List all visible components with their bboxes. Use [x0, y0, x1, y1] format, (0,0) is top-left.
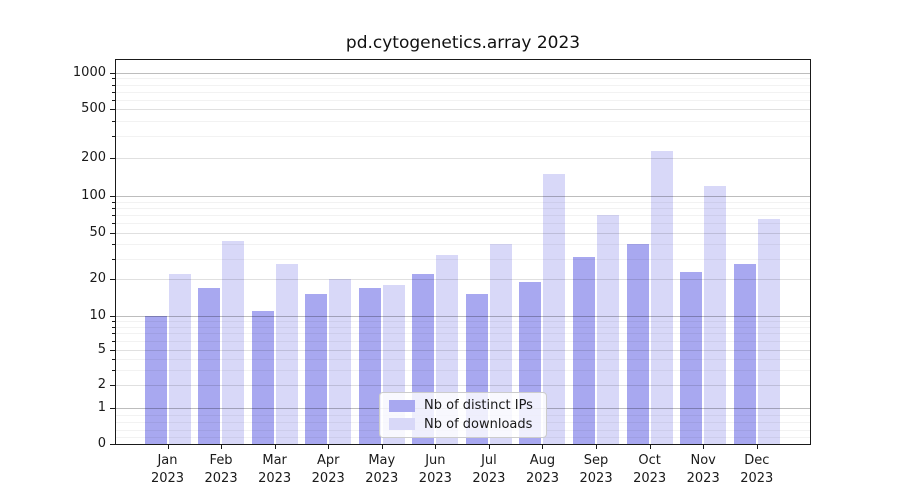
x-tick-mark	[488, 445, 490, 449]
x-tick-month: May	[368, 453, 396, 468]
y-tick-label: 50	[89, 225, 106, 240]
y-tick-label: 200	[81, 150, 106, 165]
y-tick-label: 20	[89, 271, 106, 286]
x-tick-year: 2023	[686, 471, 720, 486]
x-tick-year: 2023	[365, 471, 399, 486]
x-tick-mark	[703, 445, 705, 449]
x-tick-month: Apr	[316, 453, 340, 468]
chart-title: pd.cytogenetics.array 2023	[345, 33, 581, 53]
x-tick-label: Mar 2023	[244, 452, 306, 488]
legend-swatch-downloads	[389, 418, 415, 431]
y-tick-label: 100	[81, 188, 106, 203]
legend-entry-distinct-ips: Nb of distinct IPs	[389, 398, 537, 413]
x-tick-month: Jun	[425, 453, 446, 468]
x-tick-month: Jul	[481, 453, 497, 468]
x-tick-mark	[221, 445, 223, 449]
x-tick-label: May 2023	[351, 452, 413, 488]
x-tick-label: Sep 2023	[565, 452, 627, 488]
x-tick-mark	[542, 445, 544, 449]
x-tick-mark	[649, 445, 651, 449]
y-tick-label: 10	[89, 308, 106, 323]
plot-border	[115, 59, 811, 445]
x-tick-mark	[381, 445, 383, 449]
x-tick-month: Dec	[744, 453, 770, 468]
x-tick-label: Aug 2023	[511, 452, 573, 488]
x-tick-mark	[756, 445, 758, 449]
y-tick-label: 5	[97, 342, 106, 357]
y-tick-label: 0	[97, 436, 106, 451]
x-tick-label: Jun 2023	[404, 452, 466, 488]
y-tick-label: 500	[81, 101, 106, 116]
x-tick-year: 2023	[472, 471, 506, 486]
y-tick-label: 1	[97, 400, 106, 415]
x-tick-month: Aug	[529, 453, 556, 468]
x-tick-year: 2023	[311, 471, 345, 486]
y-tick-label: 2	[97, 377, 106, 392]
x-tick-month: Feb	[209, 453, 233, 468]
x-tick-mark	[328, 445, 330, 449]
x-tick-label: Nov 2023	[672, 452, 734, 488]
x-tick-year: 2023	[150, 471, 185, 486]
x-tick-mark	[274, 445, 276, 449]
legend-swatch-distinct-ips	[389, 399, 415, 412]
x-tick-label: Feb 2023	[190, 452, 252, 488]
x-tick-month: Oct	[638, 453, 661, 468]
x-tick-year: 2023	[418, 471, 452, 486]
y-tick-label: 1000	[72, 65, 106, 80]
x-tick-month: Mar	[262, 453, 287, 468]
x-tick-month: Jan	[157, 453, 178, 468]
x-tick-label: Jan 2023	[137, 452, 199, 488]
x-tick-year: 2023	[525, 471, 560, 486]
x-tick-label: Dec 2023	[726, 452, 788, 488]
legend-label-distinct-ips: Nb of distinct IPs	[424, 398, 533, 414]
legend-label-downloads: Nb of downloads	[424, 416, 533, 432]
x-tick-year: 2023	[740, 471, 774, 486]
x-tick-year: 2023	[258, 471, 292, 486]
x-tick-year: 2023	[579, 471, 613, 486]
legend-entry-downloads: Nb of downloads	[389, 417, 537, 432]
x-tick-label: Apr 2023	[297, 452, 359, 488]
x-tick-label: Jul 2023	[458, 452, 520, 488]
x-tick-month: Nov	[690, 453, 716, 468]
x-tick-mark	[435, 445, 437, 449]
x-tick-mark	[596, 445, 598, 449]
legend: Nb of distinct IPs Nb of downloads	[379, 392, 547, 438]
x-tick-label: Oct 2023	[619, 452, 681, 488]
x-tick-mark	[167, 445, 169, 449]
x-tick-month: Sep	[583, 453, 609, 468]
x-tick-year: 2023	[204, 471, 238, 486]
x-tick-year: 2023	[633, 471, 667, 486]
